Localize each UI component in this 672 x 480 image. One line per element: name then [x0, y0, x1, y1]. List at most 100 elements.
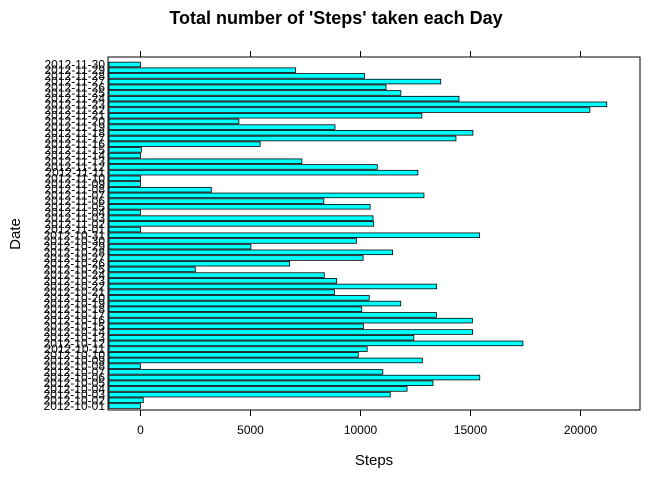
category-label: 2012-10-25 [44, 262, 106, 276]
category-label: 2012-11-21 [45, 109, 106, 123]
category-label: 2012-10-26 [44, 257, 106, 271]
category-label: 2012-10-28 [44, 245, 106, 259]
category-label: 2012-11-06 [45, 194, 106, 208]
bar-2012-10-15 [108, 323, 364, 330]
category-label: 2012-11-16 [45, 137, 106, 151]
bar-2012-11-04 [108, 209, 141, 216]
bar-2012-11-12 [108, 164, 378, 170]
category-label: 2012-11-23 [45, 97, 106, 111]
category-label: 2012-11-12 [45, 160, 106, 174]
bar-2012-11-26 [108, 84, 387, 91]
bar-2012-11-19 [108, 124, 336, 130]
x-axis-top-ticks [140, 51, 581, 57]
category-label: 2012-11-26 [45, 80, 106, 94]
bar-2012-11-03 [108, 215, 374, 221]
category-label: 2012-11-03 [45, 211, 106, 225]
category-label: 2012-10-01 [44, 399, 106, 413]
category-label: 2012-11-29 [45, 63, 106, 77]
category-label: 2012-10-31 [44, 228, 106, 242]
bar-2012-11-18 [108, 130, 474, 136]
category-label: 2012-10-24 [44, 268, 106, 282]
bar-2012-10-23 [108, 278, 338, 284]
category-label: 2012-10-23 [44, 274, 106, 288]
category-label: 2012-11-04 [45, 205, 106, 219]
category-label: 2012-11-01 [45, 223, 106, 237]
category-label: 2012-10-06 [44, 371, 106, 385]
bar-2012-10-07 [108, 369, 384, 375]
bar-2012-11-07 [108, 192, 425, 199]
category-label: 2012-11-15 [45, 143, 106, 157]
bar-2012-10-17 [108, 312, 437, 318]
category-label: 2012-11-27 [45, 75, 106, 89]
category-label: 2012-11-20 [45, 114, 106, 128]
bar-2012-10-22 [108, 283, 438, 290]
category-label: 2012-11-07 [45, 188, 106, 202]
category-label: 2012-10-02 [44, 393, 106, 407]
bar-2012-10-08 [108, 363, 141, 369]
category-label: 2012-11-08 [45, 183, 106, 197]
category-label: 2012-11-14 [45, 149, 106, 163]
bar-2012-11-13 [108, 158, 303, 164]
bar-2012-10-26 [108, 260, 291, 267]
category-label: 2012-10-20 [44, 291, 106, 305]
x-tick-label: 0 [137, 423, 144, 437]
bar-2012-11-28 [108, 73, 365, 79]
bar-2012-11-09 [108, 181, 141, 187]
x-tick-label: 15000 [454, 423, 488, 437]
bar-2012-10-12 [108, 340, 524, 347]
bar-2012-11-20 [108, 118, 240, 125]
bar-2012-10-05 [108, 380, 434, 386]
category-label: 2012-10-30 [44, 234, 106, 248]
x-tick-label: 10000 [344, 423, 378, 437]
category-label: 2012-10-08 [44, 359, 106, 373]
bar-2012-11-11 [108, 169, 419, 176]
category-label: 2012-10-15 [44, 319, 106, 333]
bar-2012-11-27 [108, 78, 442, 85]
category-label: 2012-11-30 [45, 58, 106, 72]
chart-title: Total number of 'Steps' taken each Day [169, 8, 502, 28]
bar-2012-11-22 [108, 107, 591, 113]
bar-2012-11-08 [108, 186, 212, 193]
category-label: 2012-11-09 [45, 177, 106, 191]
category-label: 2012-10-17 [44, 308, 106, 322]
category-label: 2012-10-13 [44, 331, 106, 345]
category-label: 2012-10-19 [44, 297, 106, 311]
bar-2012-11-06 [108, 198, 325, 204]
category-label: 2012-10-05 [44, 376, 106, 390]
bar-2012-10-19 [108, 300, 402, 307]
category-label: 2012-10-09 [44, 353, 106, 367]
plot-frame [107, 56, 641, 411]
bar-2012-10-20 [108, 295, 370, 301]
category-label: 2012-11-05 [45, 200, 106, 214]
category-label: 2012-11-11 [45, 166, 105, 180]
bar-2012-11-16 [108, 141, 261, 147]
category-label: 2012-11-24 [45, 92, 106, 106]
category-label: 2012-10-03 [44, 388, 106, 402]
bar-2012-10-13 [108, 334, 415, 341]
x-axis-title: Steps [355, 452, 393, 469]
category-label: 2012-11-13 [45, 154, 106, 168]
category-label: 2012-10-29 [44, 240, 106, 254]
bar-2012-11-25 [108, 90, 402, 96]
bar-2012-10-21 [108, 289, 335, 295]
bar-2012-11-10 [108, 175, 141, 182]
bar-2012-10-01 [108, 403, 141, 409]
bar-2012-10-28 [108, 249, 393, 256]
category-label: 2012-10-18 [44, 302, 106, 316]
category-label: 2012-11-25 [45, 86, 106, 100]
category-label: 2012-11-19 [45, 120, 106, 134]
category-label: 2012-10-11 [45, 342, 106, 356]
bar-2012-10-02 [108, 397, 144, 404]
bar-2012-10-16 [108, 317, 473, 324]
bar-2012-11-05 [108, 204, 371, 210]
category-label: 2012-11-17 [45, 131, 106, 145]
y-axis-title: Date [7, 218, 24, 250]
bar-2012-10-31 [108, 232, 481, 238]
bar-2012-10-25 [108, 266, 196, 273]
category-label: 2012-10-04 [44, 382, 106, 396]
category-label: 2012-11-22 [45, 103, 106, 117]
bar-2012-10-18 [108, 306, 363, 312]
bar-2012-11-21 [108, 112, 423, 119]
bar-2012-10-10 [108, 352, 359, 358]
